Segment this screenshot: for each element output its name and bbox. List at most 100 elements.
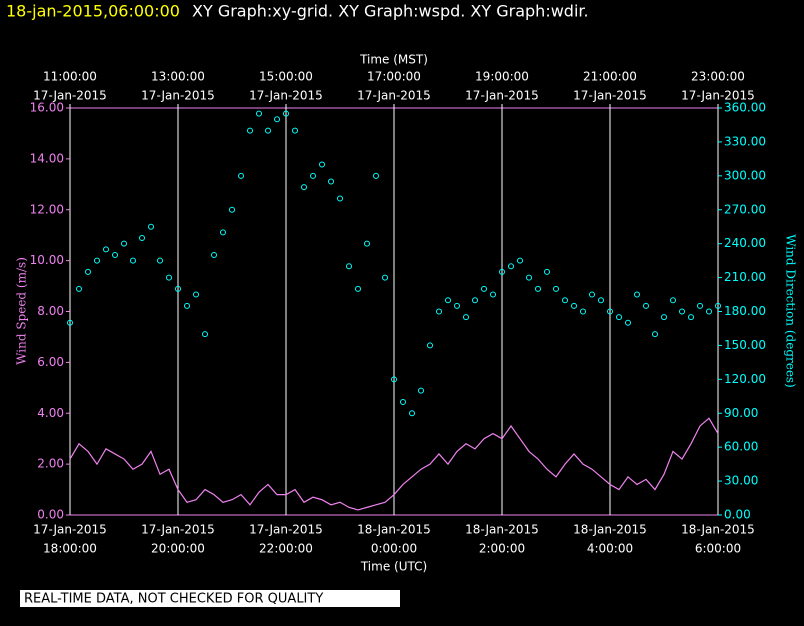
x2-tick-label: 17-Jan-2015 <box>465 89 539 103</box>
direction-point <box>454 302 460 309</box>
direction-point <box>301 184 307 191</box>
x2-tick-label: 21:00:00 <box>583 70 637 84</box>
direction-point <box>508 263 514 270</box>
x-tick-label: 0:00:00 <box>371 542 417 556</box>
direction-point <box>355 285 361 292</box>
direction-point <box>238 172 244 179</box>
x2-tick-label: 17-Jan-2015 <box>573 89 647 103</box>
direction-point <box>220 229 226 236</box>
speed-line <box>69 417 719 511</box>
direction-point <box>553 285 559 292</box>
y-tick-label: 2.00 <box>37 457 64 471</box>
y2-label: Wind Direction (degrees) <box>784 234 798 388</box>
x2-tick-label: 13:00:00 <box>151 70 205 84</box>
y-tick-label: 16.00 <box>30 101 64 115</box>
direction-point <box>490 291 496 298</box>
direction-point <box>67 319 73 326</box>
direction-point <box>166 274 172 281</box>
y-tick-label: 6.00 <box>37 355 64 369</box>
x-tick-label: 2:00:00 <box>479 542 525 556</box>
direction-point <box>319 161 325 168</box>
x-tick-label: 18-Jan-2015 <box>357 523 431 537</box>
x-label: Time (UTC) <box>360 560 427 574</box>
direction-point <box>634 291 640 298</box>
direction-point <box>616 314 622 321</box>
x-tick-label: 6:00:00 <box>695 542 741 556</box>
direction-point <box>175 285 181 292</box>
direction-point <box>292 127 298 134</box>
direction-point <box>625 319 631 326</box>
direction-point <box>481 285 487 292</box>
direction-point <box>139 235 145 242</box>
y-tick-label: 4.00 <box>37 406 64 420</box>
direction-point <box>535 285 541 292</box>
direction-point <box>310 172 316 179</box>
x-tick-label: 17-Jan-2015 <box>33 523 107 537</box>
direction-point <box>499 268 505 275</box>
direction-point <box>688 314 694 321</box>
y2-tick-label: 150.00 <box>724 338 766 352</box>
direction-point <box>373 172 379 179</box>
direction-point <box>544 268 550 275</box>
y2-tick-label: 240.00 <box>724 236 766 250</box>
direction-point <box>130 257 136 264</box>
x2-tick-label: 11:00:00 <box>43 70 97 84</box>
direction-point <box>157 257 163 264</box>
y2-tick-label: 120.00 <box>724 372 766 386</box>
direction-point <box>265 127 271 134</box>
direction-point <box>382 274 388 281</box>
direction-point <box>580 308 586 315</box>
direction-point <box>715 302 721 309</box>
direction-point <box>76 285 82 292</box>
y2-tick-label: 180.00 <box>724 304 766 318</box>
direction-point <box>211 251 217 258</box>
x-tick-label: 18-Jan-2015 <box>573 523 647 537</box>
y2-tick-label: 270.00 <box>724 202 766 216</box>
y-tick-label: 8.00 <box>37 304 64 318</box>
direction-point <box>247 127 253 134</box>
y2-tick-label: 210.00 <box>724 270 766 284</box>
x2-tick-label: 19:00:00 <box>475 70 529 84</box>
direction-point <box>193 291 199 298</box>
direction-point <box>697 302 703 309</box>
direction-point <box>328 178 334 185</box>
y2-tick-label: 330.00 <box>724 134 766 148</box>
direction-point <box>121 240 127 247</box>
y-tick-label: 14.00 <box>30 151 64 165</box>
x2-tick-label: 17-Jan-2015 <box>141 89 215 103</box>
direction-point <box>112 251 118 258</box>
direction-point <box>202 331 208 338</box>
direction-point <box>706 308 712 315</box>
direction-point <box>274 116 280 123</box>
direction-point <box>589 291 595 298</box>
y2-tick-label: 300.00 <box>724 168 766 182</box>
x2-tick-label: 17-Jan-2015 <box>357 89 431 103</box>
x-tick-label: 18-Jan-2015 <box>681 523 755 537</box>
y-label: Wind Speed (m/s) <box>15 257 29 365</box>
x-tick-label: 4:00:00 <box>587 542 633 556</box>
x-tick-label: 18:00:00 <box>43 542 97 556</box>
direction-point <box>517 257 523 264</box>
x-tick-label: 17-Jan-2015 <box>249 523 323 537</box>
y-tick-label: 0.00 <box>37 508 64 522</box>
direction-point <box>418 387 424 394</box>
x-tick-label: 17-Jan-2015 <box>141 523 215 537</box>
direction-point <box>94 257 100 264</box>
y-tick-label: 12.00 <box>30 202 64 216</box>
x-tick-label: 20:00:00 <box>151 542 205 556</box>
direction-point <box>571 302 577 309</box>
direction-point <box>346 263 352 270</box>
direction-point <box>103 246 109 253</box>
direction-point <box>562 297 568 304</box>
direction-point <box>607 308 613 315</box>
direction-point <box>598 297 604 304</box>
direction-point <box>670 297 676 304</box>
x-tick-label: 22:00:00 <box>259 542 313 556</box>
direction-point <box>679 308 685 315</box>
direction-point <box>283 110 289 117</box>
x2-tick-label: 17-Jan-2015 <box>681 89 755 103</box>
direction-point <box>391 376 397 383</box>
direction-point <box>148 223 154 230</box>
